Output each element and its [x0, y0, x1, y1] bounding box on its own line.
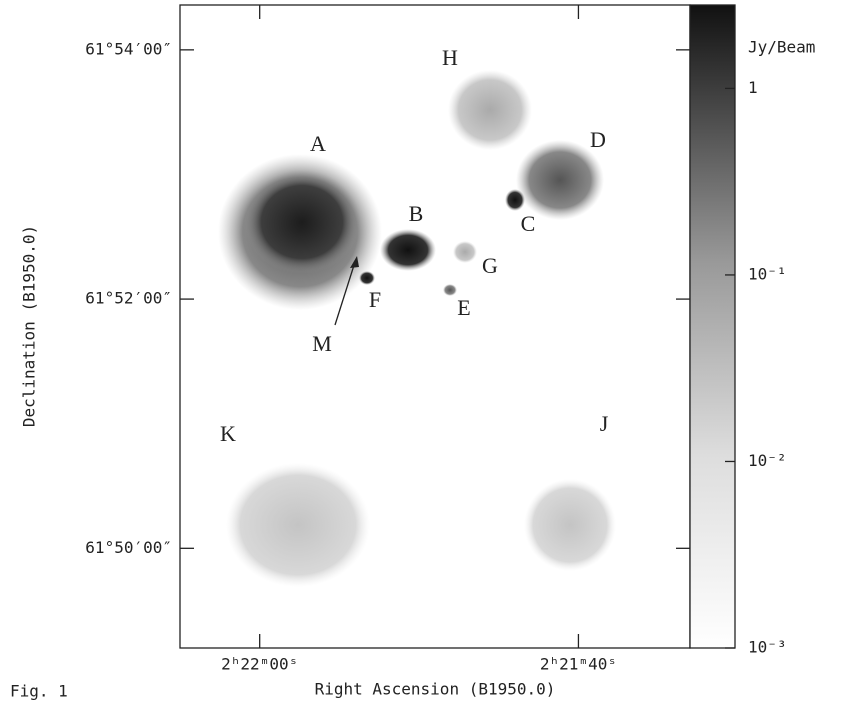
colorbar-tick-label: 10⁻²	[748, 451, 787, 470]
source-k	[226, 463, 370, 587]
sources	[218, 70, 616, 587]
source-d	[516, 140, 604, 220]
colorbar	[689, 4, 736, 649]
x-tick-label: 2ʰ22ᵐ00ˢ	[221, 655, 298, 674]
source-label: H	[442, 45, 458, 70]
source-label: E	[457, 295, 470, 320]
source-label: K	[220, 421, 236, 446]
colorbar-tick-label: 1	[748, 78, 758, 97]
source-f	[359, 271, 375, 285]
source-label: C	[521, 211, 536, 236]
source-a	[244, 170, 360, 274]
y-tick-label: 61°52′00″	[85, 289, 172, 308]
source-label: G	[482, 253, 498, 278]
source-label: D	[590, 127, 606, 152]
source-g	[453, 241, 477, 263]
source-h	[448, 70, 532, 150]
y-tick-label: 61°54′00″	[85, 39, 172, 58]
y-tick-label: 61°50′00″	[85, 538, 172, 557]
y-axis-label: Declination (B1950.0)	[20, 225, 39, 427]
source-b	[380, 229, 436, 271]
source-label: M	[312, 331, 332, 356]
source-j	[524, 479, 616, 571]
source-label: J	[600, 411, 609, 436]
arrow-head	[350, 256, 359, 268]
source-e	[443, 284, 457, 296]
x-tick-label: 2ʰ21ᵐ40ˢ	[540, 655, 617, 674]
arrow	[334, 261, 356, 326]
x-axis-label: Right Ascension (B1950.0)	[315, 680, 556, 699]
colorbar-tick-label: 10⁻³	[748, 638, 787, 657]
source-label: A	[310, 131, 326, 156]
colorbar-tick-label: 10⁻¹	[748, 264, 787, 283]
source-label: F	[369, 287, 381, 312]
source-label: B	[409, 201, 424, 226]
source-c	[505, 189, 525, 211]
caption: Fig. 1	[10, 682, 68, 701]
colorbar-label: Jy/Beam	[748, 38, 815, 57]
